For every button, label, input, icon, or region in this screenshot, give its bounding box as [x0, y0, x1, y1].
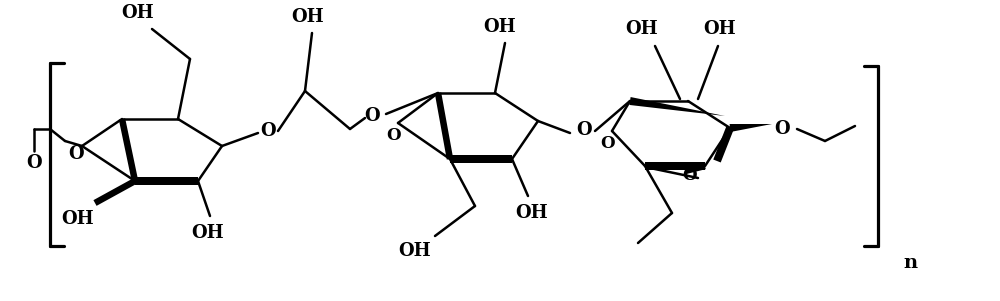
- Text: O: O: [260, 122, 276, 140]
- Text: OH: OH: [399, 242, 431, 260]
- Polygon shape: [713, 126, 734, 163]
- Polygon shape: [119, 118, 138, 182]
- Text: O: O: [774, 120, 790, 138]
- Text: O: O: [364, 107, 380, 125]
- Polygon shape: [645, 162, 705, 170]
- Polygon shape: [730, 124, 772, 132]
- Text: O: O: [601, 135, 615, 151]
- Polygon shape: [93, 178, 137, 206]
- Text: OH: OH: [62, 210, 94, 228]
- Text: OH: OH: [484, 18, 516, 36]
- Text: O: O: [68, 145, 84, 163]
- Text: OH: OH: [192, 224, 224, 242]
- Text: O: O: [683, 167, 697, 185]
- Text: OH: OH: [292, 8, 324, 26]
- Text: O: O: [576, 121, 592, 139]
- Text: OH: OH: [516, 204, 548, 222]
- Polygon shape: [684, 163, 706, 174]
- Text: OH: OH: [122, 4, 154, 22]
- Text: OH: OH: [704, 20, 736, 38]
- Text: O: O: [26, 154, 42, 172]
- Text: n: n: [903, 254, 917, 272]
- Text: O: O: [387, 128, 401, 144]
- Polygon shape: [435, 92, 453, 160]
- Polygon shape: [450, 155, 512, 163]
- Text: OH: OH: [626, 20, 658, 38]
- Polygon shape: [629, 97, 725, 116]
- Polygon shape: [135, 177, 198, 185]
